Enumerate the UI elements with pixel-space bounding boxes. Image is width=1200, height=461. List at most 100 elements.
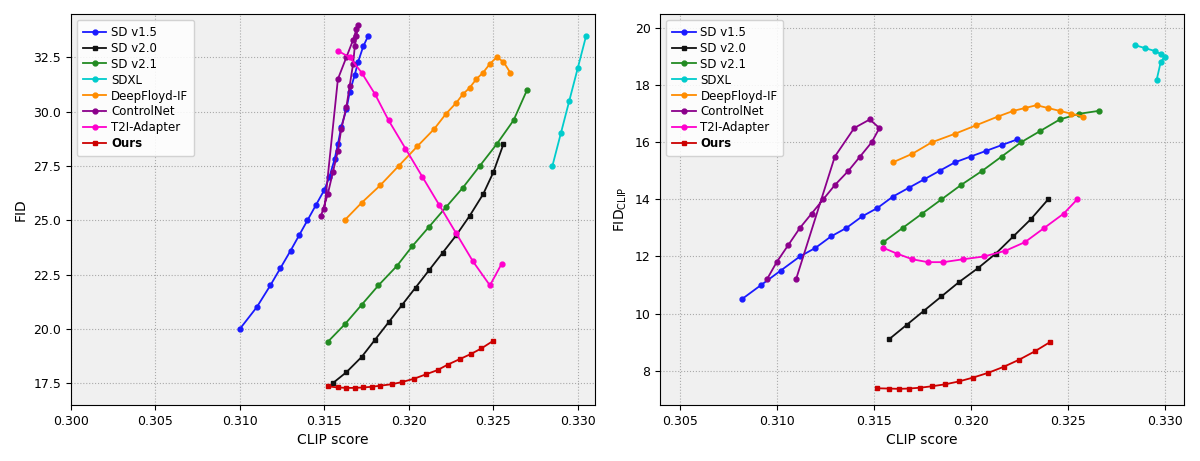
T2I-Adapter <box>354 70 368 75</box>
ControlNet <box>340 54 354 60</box>
Ours <box>965 375 979 380</box>
Ours <box>1043 339 1057 345</box>
SDXL <box>578 33 593 38</box>
SD v2.1 <box>320 339 335 345</box>
SD v2.1 <box>337 322 352 327</box>
DeepFloyd-IF <box>449 100 463 106</box>
SD v2.1 <box>422 224 437 230</box>
Ours <box>892 386 906 391</box>
Ours <box>373 383 388 389</box>
T2I-Adapter <box>494 261 509 266</box>
SD v2.1 <box>1091 108 1105 114</box>
SD v2.1 <box>520 87 534 93</box>
X-axis label: CLIP score: CLIP score <box>298 433 368 447</box>
ControlNet <box>769 260 784 265</box>
Ours <box>348 385 362 390</box>
DeepFloyd-IF <box>1030 102 1044 108</box>
ControlNet <box>760 277 774 282</box>
ControlNet <box>342 83 356 89</box>
SD v2.1 <box>935 196 949 202</box>
Ours <box>340 385 354 390</box>
DeepFloyd-IF <box>924 140 938 145</box>
SD v1.5 <box>754 282 768 288</box>
Line: ControlNet: ControlNet <box>318 22 360 219</box>
SD v2.1 <box>1014 140 1028 145</box>
Ours <box>901 386 916 391</box>
SD v2.0 <box>395 302 409 307</box>
DeepFloyd-IF <box>503 70 517 75</box>
ControlNet <box>349 26 364 32</box>
Ours <box>431 367 445 373</box>
T2I-Adapter <box>977 254 991 259</box>
SD v1.5 <box>328 157 342 162</box>
Ours <box>870 385 884 391</box>
Ours <box>385 381 400 387</box>
ControlNet <box>346 37 360 43</box>
Line: SD v2.1: SD v2.1 <box>325 88 529 344</box>
ControlNet <box>349 33 364 38</box>
SD v1.5 <box>901 185 916 191</box>
SD v2.0 <box>899 322 913 328</box>
Line: SDXL: SDXL <box>1133 43 1166 82</box>
T2I-Adapter <box>466 259 480 264</box>
SD v1.5 <box>308 202 323 208</box>
SD v2.0 <box>917 308 931 313</box>
DeepFloyd-IF <box>354 200 368 206</box>
ControlNet <box>793 225 808 230</box>
SD v2.0 <box>325 380 340 386</box>
ControlNet <box>320 191 335 197</box>
SD v1.5 <box>334 124 348 130</box>
SDXL <box>1153 51 1168 57</box>
SD v2.1 <box>456 185 470 190</box>
SD v2.1 <box>954 183 968 188</box>
DeepFloyd-IF <box>410 144 425 149</box>
ControlNet <box>331 148 346 154</box>
Line: SDXL: SDXL <box>550 33 589 168</box>
SD v2.0 <box>368 337 383 343</box>
SD v2.1 <box>995 154 1009 160</box>
SD v2.0 <box>497 142 511 147</box>
SDXL <box>1138 45 1152 51</box>
ControlNet <box>853 154 868 160</box>
SD v1.5 <box>283 248 298 254</box>
DeepFloyd-IF <box>391 163 406 169</box>
T2I-Adapter <box>331 48 346 53</box>
SD v2.1 <box>390 263 404 269</box>
T2I-Adapter <box>398 146 413 151</box>
Ours <box>356 384 371 390</box>
DeepFloyd-IF <box>970 123 984 128</box>
ControlNet <box>331 76 346 82</box>
SD v1.5 <box>340 106 354 112</box>
SD v2.1 <box>1052 117 1067 122</box>
DeepFloyd-IF <box>1052 108 1067 114</box>
Ours <box>938 382 953 387</box>
SD v1.5 <box>823 234 838 239</box>
SD v1.5 <box>274 265 288 271</box>
Line: T2I-Adapter: T2I-Adapter <box>336 48 504 288</box>
DeepFloyd-IF <box>886 160 900 165</box>
ControlNet <box>334 126 348 132</box>
ControlNet <box>340 105 354 110</box>
SD v2.0 <box>382 319 396 325</box>
SDXL <box>1153 59 1168 65</box>
T2I-Adapter <box>998 248 1013 254</box>
Y-axis label: FID: FID <box>14 198 28 221</box>
SD v2.0 <box>422 267 437 273</box>
SD v1.5 <box>854 214 869 219</box>
T2I-Adapter <box>876 245 890 251</box>
DeepFloyd-IF <box>1018 105 1032 111</box>
SD v2.0 <box>1040 196 1055 202</box>
Ours <box>474 346 488 351</box>
ControlNet <box>841 168 856 174</box>
DeepFloyd-IF <box>337 218 352 223</box>
Line: Ours: Ours <box>875 340 1052 391</box>
SD v1.5 <box>948 160 962 165</box>
T2I-Adapter <box>432 202 446 208</box>
ControlNet <box>872 125 887 131</box>
SDXL <box>1157 54 1171 59</box>
SD v2.0 <box>486 170 500 175</box>
DeepFloyd-IF <box>373 183 388 188</box>
Ours <box>1012 357 1026 362</box>
SD v1.5 <box>979 148 994 154</box>
Ours <box>452 356 467 362</box>
